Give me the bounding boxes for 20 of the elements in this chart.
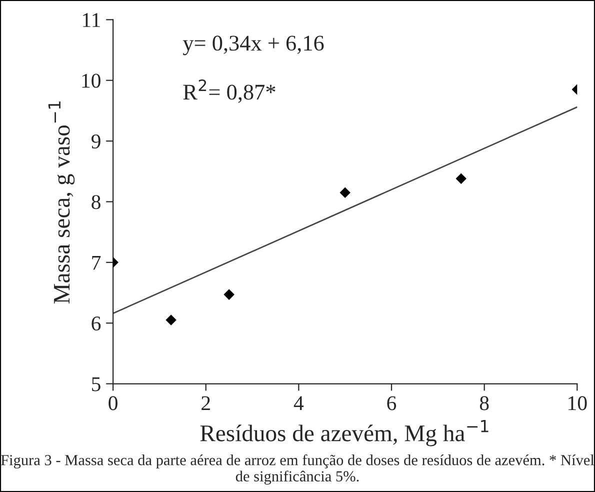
y-tick-label: 6: [92, 316, 101, 331]
x-tick-label: 8: [480, 396, 489, 410]
x-tick-label: 2: [202, 396, 210, 410]
x-tick-label: 10: [568, 396, 587, 410]
text: Figura 3 - Massa seca da parte aérea de arroz em função de doses de resíduos de azevém. * Nível de significância 5%.: [0, 454, 594, 485]
y-tick-label: 7: [92, 256, 101, 270]
x-tick-label: 6: [387, 396, 396, 410]
y-tick-label: 5: [92, 377, 100, 392]
y-tick-label: 9: [92, 134, 100, 148]
x-axis-title: Resíduos de azevém, Mg ha$^{−1}$: [200, 420, 488, 446]
point: [224, 289, 234, 300]
x-tick-label: 4: [294, 396, 304, 410]
annotation: R$^{2}$= 0,87*: [183, 79, 276, 103]
y-tick-label: 11: [83, 13, 100, 27]
point: [340, 187, 350, 198]
y-axis-title: Massa seca, g vaso$^{−1}$: [48, 101, 75, 304]
x-tick-label: 0: [108, 396, 118, 410]
annotation: y= 0,34x + 6,16: [182, 36, 324, 56]
y-tick-label: 10: [82, 74, 100, 88]
y-tick-label: 8: [92, 195, 100, 210]
